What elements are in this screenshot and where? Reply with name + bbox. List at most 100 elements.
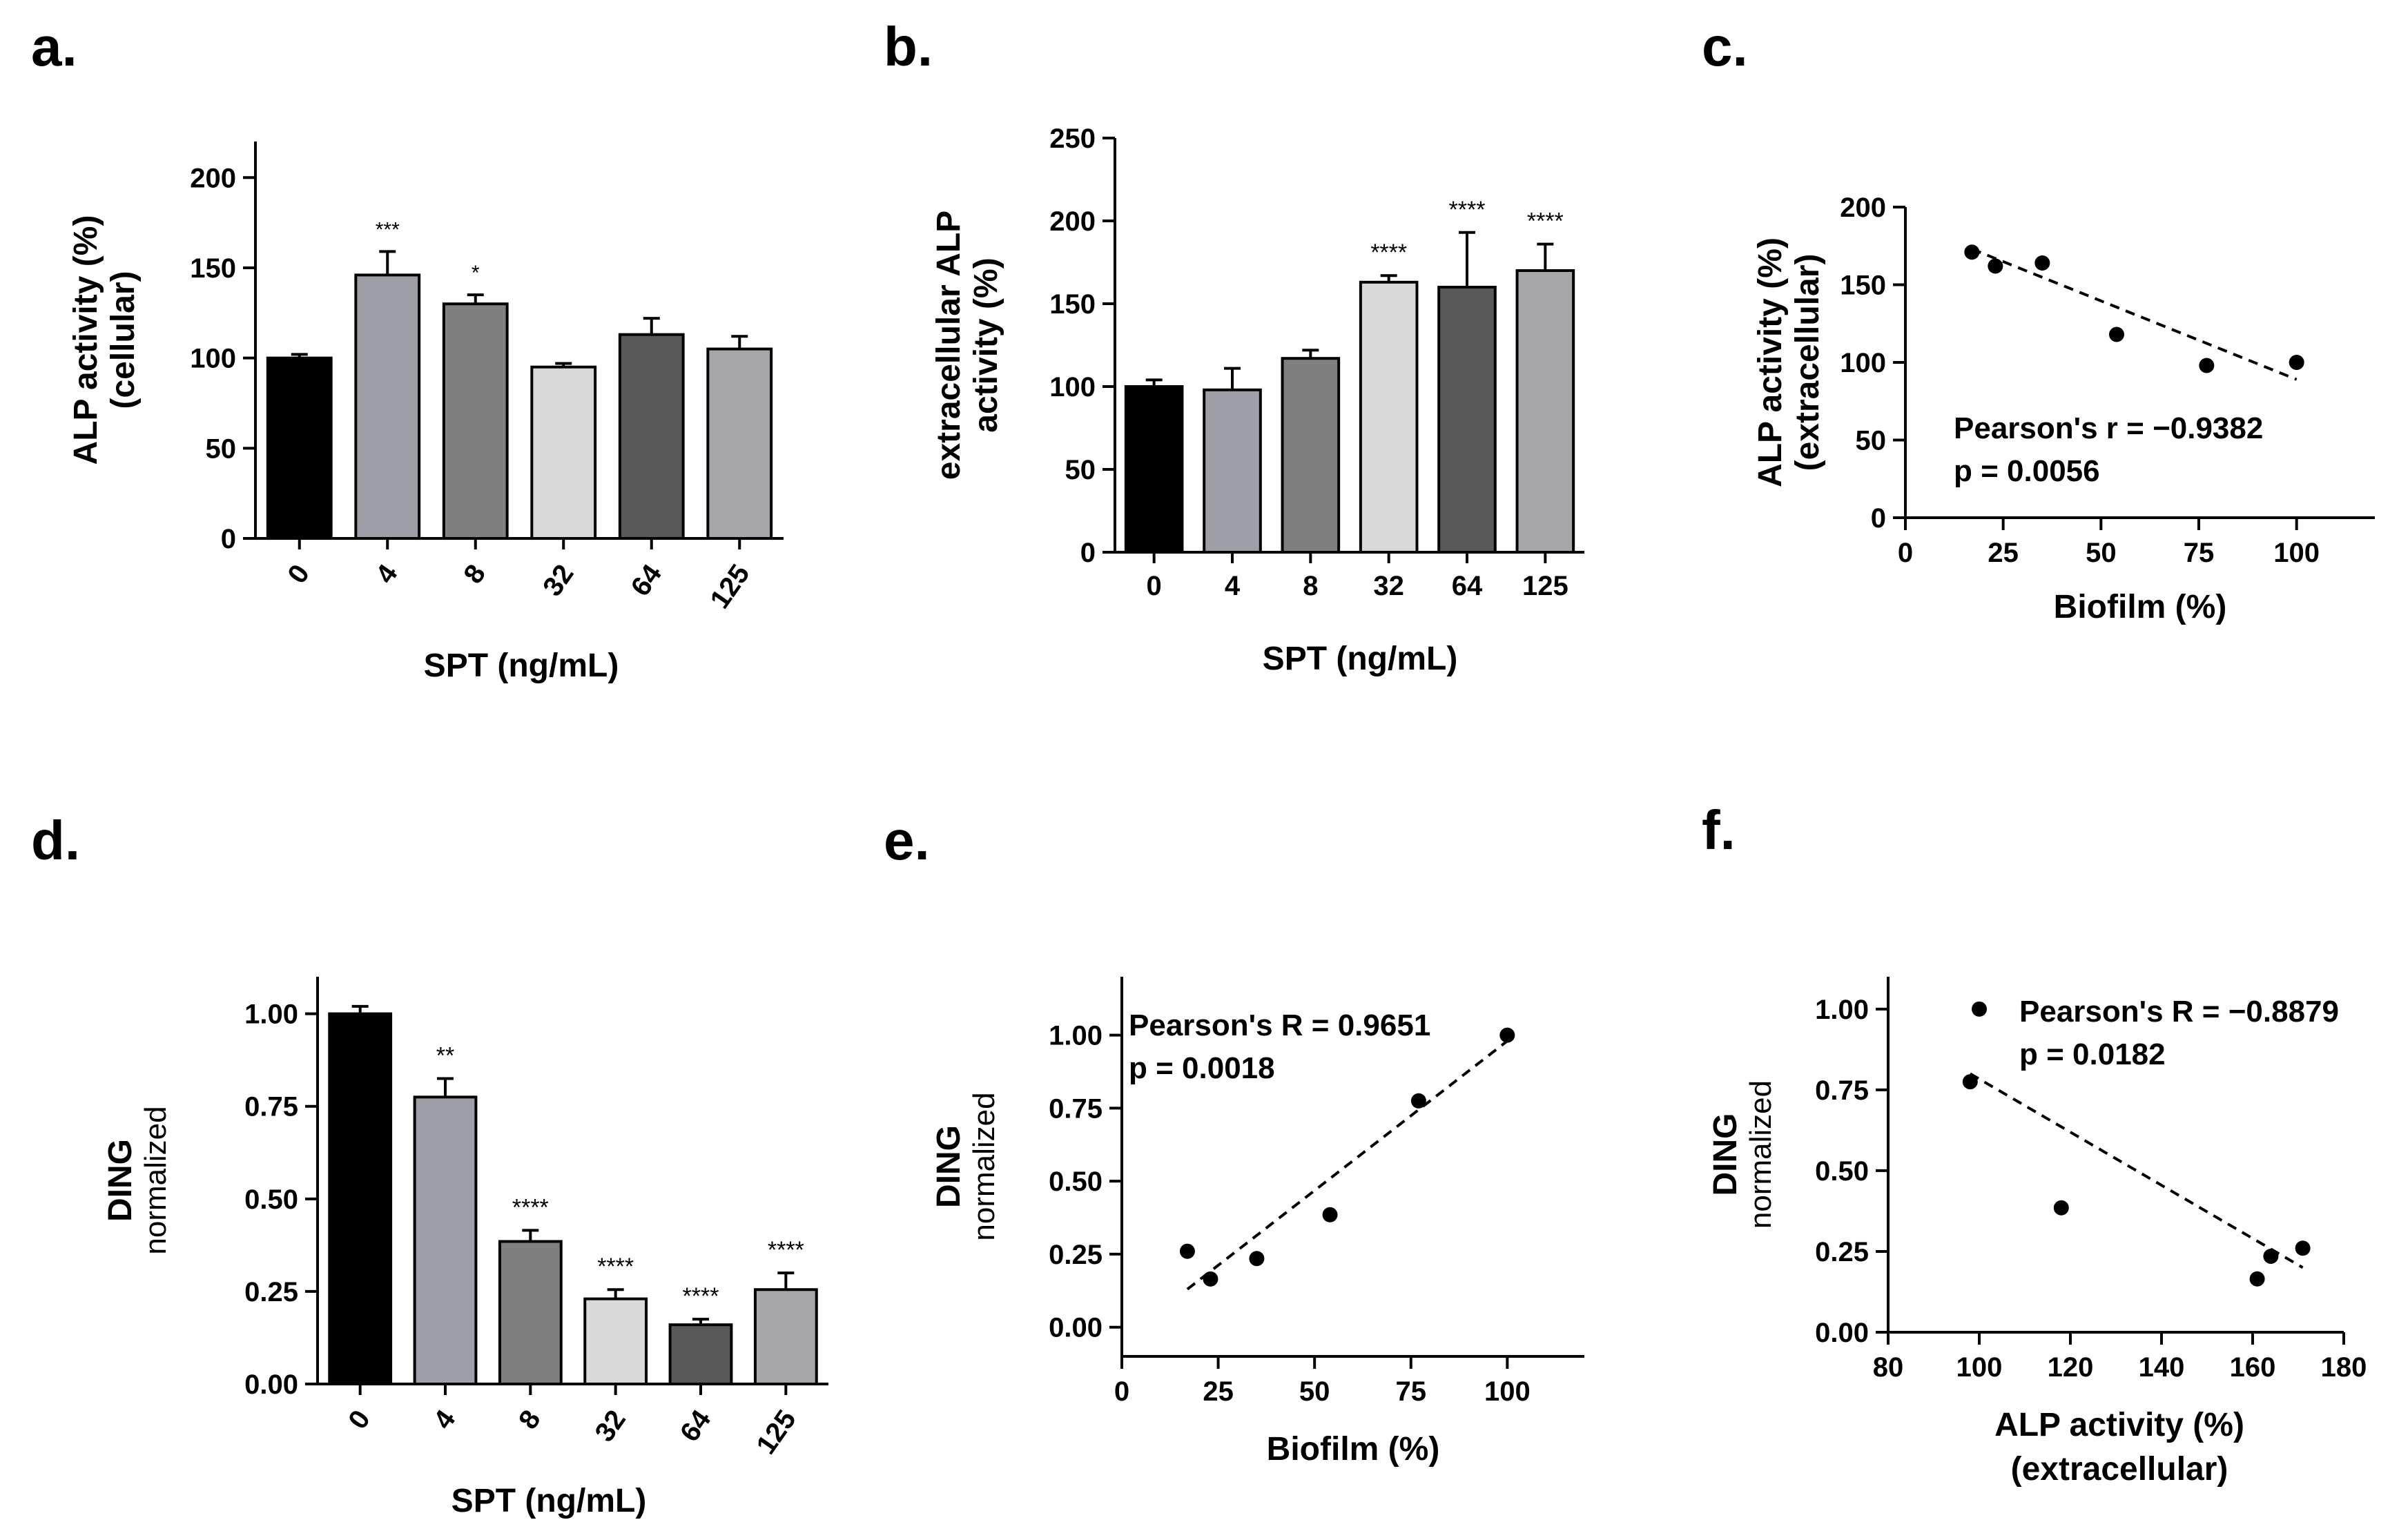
y-axis-label-sub: normalized	[139, 1106, 173, 1254]
x-axis-label: Biofilm (%)	[2054, 589, 2227, 625]
y-tick-label: 200	[1049, 206, 1096, 237]
y-tick-label: 0.75	[1815, 1075, 1869, 1106]
x-tick-label: 125	[704, 559, 755, 614]
panel-label: c.	[1702, 16, 1748, 77]
x-tick-label: 140	[2139, 1352, 2185, 1383]
y-axis-label: ALP activity (%)(cellular)	[68, 215, 142, 465]
y-tick-label: 50	[1856, 426, 1887, 456]
data-point	[1179, 1243, 1195, 1259]
stat-p-value: p = 0.0018	[1129, 1051, 1275, 1085]
x-tick-label: 100	[2273, 538, 2320, 568]
data-point	[1249, 1251, 1265, 1267]
panel-c: c. 0 50 100 150 200 0 25 50 75 100 Pearson's r = −0…	[1702, 16, 2375, 625]
y-tick-label: 0.50	[1815, 1156, 1869, 1187]
x-tick-label: 64	[625, 558, 668, 601]
panel-b: b. 0 50 100 150 200 250 0 4 8 **** 32 **** 64 **** 125 e…	[884, 16, 1584, 677]
data-point	[1203, 1271, 1218, 1287]
data-point	[2053, 1200, 2069, 1216]
bar	[1515, 269, 1575, 554]
x-tick-label: 125	[750, 1405, 802, 1460]
x-tick-label: 160	[2230, 1352, 2276, 1383]
y-axis-label-line1: ALP activity (%)	[1752, 237, 1789, 487]
y-tick-label: 0.75	[244, 1092, 298, 1122]
bar	[442, 302, 509, 540]
data-point	[2289, 355, 2304, 370]
bar	[753, 1288, 818, 1386]
y-tick-label: 1.00	[1815, 995, 1869, 1025]
bar	[1437, 286, 1497, 554]
bar	[498, 1240, 563, 1385]
y-tick-label: 0.50	[1049, 1167, 1103, 1197]
panel-label: e.	[884, 810, 930, 871]
y-tick-label: 200	[1840, 193, 1886, 223]
data-point	[1499, 1027, 1515, 1043]
panel-label: a.	[31, 16, 77, 77]
y-tick-label: 0.50	[244, 1185, 298, 1215]
x-tick-label: 32	[537, 559, 580, 602]
x-tick-label: 100	[1956, 1352, 2003, 1383]
bar	[354, 273, 421, 540]
data-point	[1410, 1093, 1426, 1109]
bar	[1203, 388, 1262, 554]
x-tick-label: 4	[1225, 571, 1241, 601]
x-tick-label: 100	[1484, 1376, 1531, 1407]
data-point	[2199, 358, 2215, 373]
x-tick-label: 0	[342, 1405, 376, 1434]
y-tick-label: 200	[190, 163, 236, 193]
y-tick-label: 50	[1065, 455, 1096, 485]
panel-d: d. 0.00 0.25 0.50 0.75 1.00 0 ** 4 **** 8 **** 32 ***…	[31, 810, 828, 1519]
y-axis-label-line2: (cellular)	[105, 271, 142, 409]
y-axis-label-main: DING	[102, 1139, 139, 1222]
y-axis-label: DINGnormalized	[102, 1106, 173, 1254]
y-tick-label: 0	[221, 524, 236, 554]
significance-label: ****	[512, 1194, 549, 1220]
y-axis-label-sub: normalized	[1744, 1080, 1778, 1229]
y-tick-label: 0.25	[1049, 1240, 1103, 1270]
stat-p-value: p = 0.0182	[2019, 1037, 2166, 1071]
x-tick-label: 180	[2321, 1352, 2367, 1383]
bar	[266, 356, 333, 540]
bar	[1124, 385, 1184, 554]
bar	[706, 347, 773, 540]
y-tick-label: 0.25	[1815, 1237, 1869, 1267]
y-tick-label: 0.00	[1815, 1318, 1869, 1348]
y-axis-label: extracellular ALPactivity (%)	[931, 211, 1004, 480]
y-axis-label-main: DING	[1707, 1113, 1744, 1196]
x-axis-label: SPT (ng/mL)	[424, 647, 619, 684]
panel-label: d.	[31, 810, 80, 871]
y-axis-label-sub: normalized	[967, 1092, 1001, 1240]
significance-label: ***	[376, 218, 400, 241]
x-tick-label: 8	[458, 559, 492, 589]
y-tick-label: 100	[1049, 372, 1096, 402]
bar	[530, 365, 597, 540]
panel-f: f. 0.00 0.25 0.50 0.75 1.00 80 100 120 140 160 180 P…	[1702, 799, 2367, 1488]
y-tick-label: 150	[1049, 289, 1096, 320]
x-tick-label: 0	[1147, 571, 1162, 601]
data-point	[2263, 1248, 2279, 1264]
data-point	[2295, 1240, 2311, 1256]
y-tick-label: 0.00	[244, 1370, 298, 1400]
x-tick-label: 125	[1522, 571, 1568, 601]
y-axis-label: ALP activity (%)(extracellular)	[1752, 237, 1826, 487]
y-tick-label: 150	[190, 253, 236, 284]
x-tick-label: 0	[1114, 1376, 1129, 1407]
x-tick-label: 120	[2048, 1352, 2094, 1383]
stat-p-value: p = 0.0056	[1954, 454, 2100, 488]
bar	[618, 333, 685, 540]
panel-label: b.	[884, 16, 933, 77]
regression-line	[1969, 1072, 2304, 1269]
x-tick-label: 50	[1299, 1376, 1330, 1407]
y-axis-label: DINGnormalized	[931, 1092, 1001, 1240]
stat-pearson: Pearson's r = −0.9382	[1954, 411, 2263, 445]
significance-label: **	[436, 1043, 454, 1069]
data-point	[1988, 258, 2003, 274]
x-axis-label: SPT (ng/mL)	[1263, 641, 1458, 677]
significance-label: *	[472, 262, 480, 284]
y-tick-label: 150	[1840, 271, 1886, 301]
data-point	[2249, 1271, 2265, 1287]
bar	[1281, 357, 1341, 554]
bar	[583, 1297, 648, 1385]
data-point	[2109, 326, 2124, 342]
stat-pearson: Pearson's R = −0.8879	[2019, 995, 2339, 1029]
